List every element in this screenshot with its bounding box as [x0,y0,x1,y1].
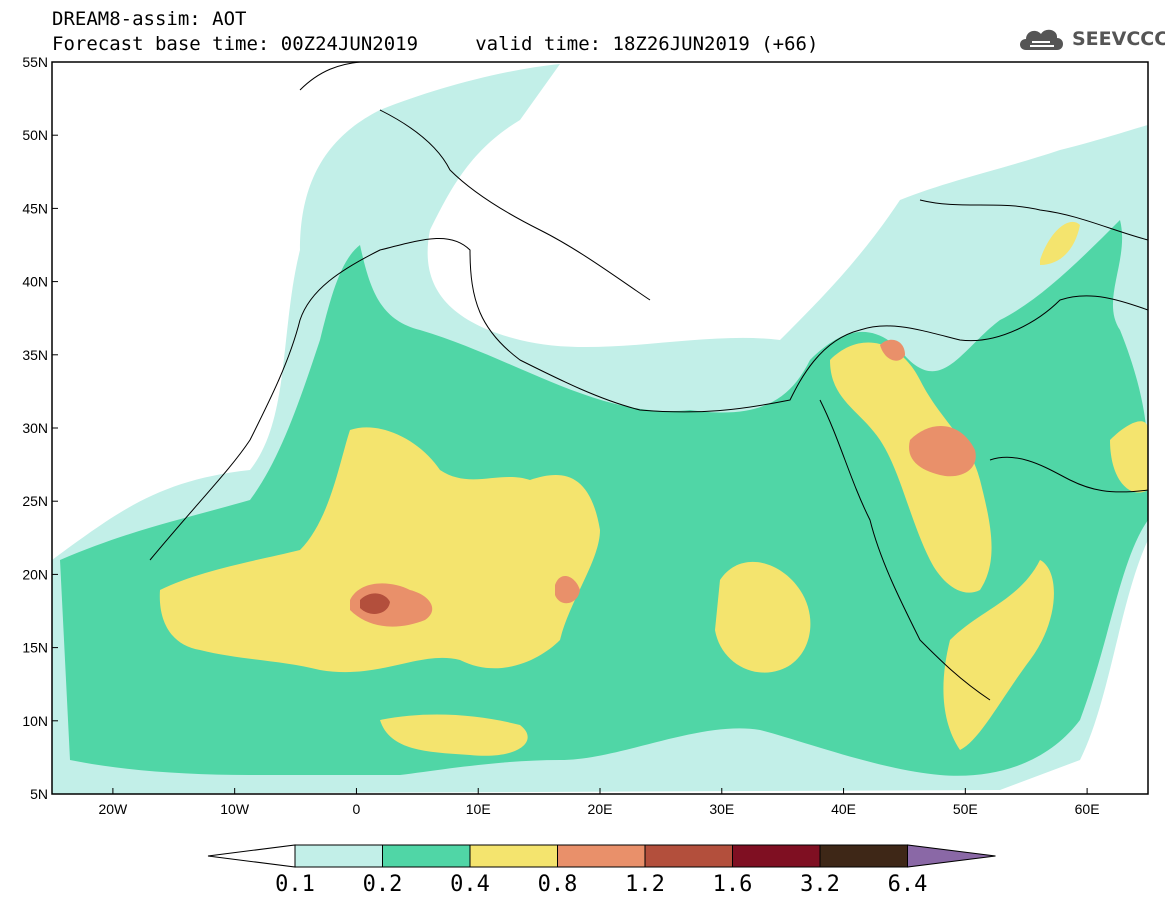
lat-tick-label: 30N [22,420,48,436]
lat-tick-label: 5N [30,786,48,802]
lat-tick-label: 20N [22,566,48,582]
aot-contour-0.8 [555,575,580,604]
chart-title: DREAM8-assim: AOT [52,8,247,30]
colorbar-box [732,844,821,868]
aot-contour-0.4 [380,714,528,756]
colorbar-label: 1.6 [713,872,753,897]
colorbar-label: 0.8 [538,872,578,897]
lat-tick-label: 55N [22,54,48,70]
lat-tick-label: 40N [22,274,48,290]
cloud-icon [1020,29,1063,50]
colorbar-box [469,844,558,868]
colorbar-label: 1.2 [625,872,665,897]
lon-tick-label: 10W [220,801,250,817]
lat-tick-label: 50N [22,127,48,143]
colorbar-labels: 0.1 0.2 0.4 0.8 1.2 1.6 3.2 6.4 [275,872,927,897]
colorbar-label: 0.4 [450,872,490,897]
aot-contour-1.2 [360,593,390,614]
colorbar-box [557,844,646,868]
aot-contour-0.4 [715,561,811,673]
coastlines [149,61,1149,701]
colorbar-arrow-low [207,844,296,868]
colorbar-boxes [207,844,996,868]
lat-tick-label: 25N [22,493,48,509]
lon-tick-label: 20E [588,801,613,817]
lon-tick-label: 60E [1075,801,1100,817]
logo-text: SEEVCCC [1072,28,1165,50]
colorbar-box [294,844,383,868]
lat-tick-label: 35N [22,347,48,363]
aot-field [52,62,1148,794]
lat-tick-label: 15N [22,640,48,656]
lat-tick-label: 45N [22,200,48,216]
aot-contour-0.8 [880,339,905,361]
colorbar-label: 0.1 [275,872,315,897]
forecast-time-line: Forecast base time: 00Z24JUN2019 valid t… [52,33,819,55]
lon-tick-label: 10E [466,801,491,817]
aot-contour-0.4 [159,427,600,673]
lon-tick-label: 40E [831,801,856,817]
colorbar-box [819,844,908,868]
lon-tick-label: 50E [953,801,978,817]
colorbar-label: 6.4 [888,872,928,897]
colorbar-box [644,844,733,868]
aot-contour-0.4 [943,560,1054,750]
aot-contour-0.4 [830,342,992,593]
aot-contour-0.8 [909,426,976,477]
colorbar-label: 3.2 [800,872,840,897]
aot-contour-0.4 [1110,421,1148,493]
lat-axis: 55N 50N 45N 40N 35N 30N 25N 20N 15N 10N 5N [22,54,58,802]
lon-tick-label: 30E [709,801,734,817]
lat-tick-label: 10N [22,713,48,729]
colorbar-box [382,844,471,868]
lon-tick-label: 0 [353,801,361,817]
colorbar-arrow-high [907,844,996,868]
lon-tick-label: 20W [98,801,128,817]
aot-contour-0.4 [1040,221,1080,265]
lon-axis: 20W 10W 0 10E 20E 30E 40E 50E 60E [98,788,1100,817]
seevccc-logo: SEEVCCC [1016,22,1165,58]
colorbar-label: 0.2 [363,872,403,897]
